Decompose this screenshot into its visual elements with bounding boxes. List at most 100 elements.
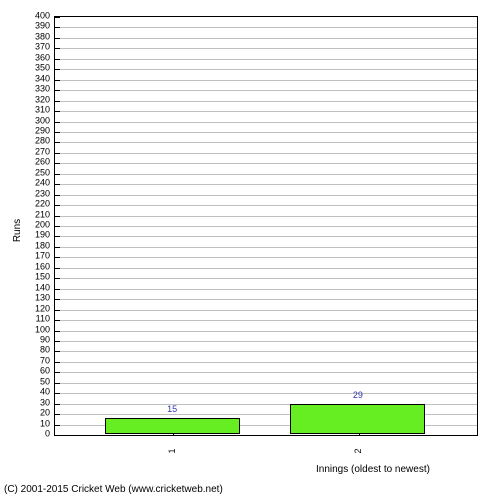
y-tick: [55, 236, 60, 237]
grid-line: [55, 205, 477, 206]
grid-line: [55, 299, 477, 300]
y-tick: [55, 299, 60, 300]
y-tick-label: 10: [0, 419, 50, 428]
grid-line: [55, 111, 477, 112]
y-tick: [55, 27, 60, 28]
grid-line: [55, 383, 477, 384]
y-tick: [55, 184, 60, 185]
y-tick: [55, 38, 60, 39]
grid-line: [55, 122, 477, 123]
y-tick-label: 360: [0, 53, 50, 62]
y-tick: [55, 205, 60, 206]
grid-line: [55, 90, 477, 91]
y-tick-label: 270: [0, 147, 50, 156]
y-tick-label: 40: [0, 388, 50, 397]
y-tick: [55, 111, 60, 112]
y-tick: [55, 404, 60, 405]
bar: [105, 418, 240, 434]
y-tick: [55, 195, 60, 196]
grid-line: [55, 69, 477, 70]
y-tick: [55, 383, 60, 384]
y-tick: [55, 216, 60, 217]
y-tick-label: 30: [0, 398, 50, 407]
y-tick: [55, 268, 60, 269]
y-tick-label: 290: [0, 126, 50, 135]
y-tick-label: 250: [0, 168, 50, 177]
grid-line: [55, 289, 477, 290]
y-tick: [55, 247, 60, 248]
y-tick-label: 210: [0, 210, 50, 219]
copyright-text: (C) 2001-2015 Cricket Web (www.cricketwe…: [4, 484, 223, 495]
grid-line: [55, 142, 477, 143]
plot-area: [54, 16, 478, 436]
y-tick-label: 260: [0, 158, 50, 167]
y-tick: [55, 331, 60, 332]
grid-line: [55, 163, 477, 164]
grid-line: [55, 268, 477, 269]
y-tick: [55, 80, 60, 81]
y-tick: [55, 174, 60, 175]
y-tick: [55, 351, 60, 352]
grid-line: [55, 27, 477, 28]
y-tick-label: 330: [0, 85, 50, 94]
y-tick: [55, 289, 60, 290]
y-tick: [55, 414, 60, 415]
y-tick-label: 70: [0, 356, 50, 365]
bar-value-label: 15: [167, 404, 177, 414]
grid-line: [55, 132, 477, 133]
y-tick: [55, 59, 60, 60]
y-tick: [55, 153, 60, 154]
y-tick: [55, 278, 60, 279]
grid-line: [55, 101, 477, 102]
grid-line: [55, 195, 477, 196]
y-tick-label: 400: [0, 12, 50, 21]
y-tick: [55, 257, 60, 258]
y-tick-label: 320: [0, 95, 50, 104]
y-tick-label: 20: [0, 409, 50, 418]
y-tick: [55, 320, 60, 321]
y-tick: [55, 362, 60, 363]
y-tick-label: 100: [0, 325, 50, 334]
grid-line: [55, 341, 477, 342]
y-tick-label: 140: [0, 283, 50, 292]
grid-line: [55, 393, 477, 394]
y-tick-label: 370: [0, 43, 50, 52]
y-tick: [55, 226, 60, 227]
grid-line: [55, 257, 477, 258]
grid-line: [55, 216, 477, 217]
y-tick-label: 0: [0, 430, 50, 439]
grid-line: [55, 362, 477, 363]
bar-value-label: 29: [353, 390, 363, 400]
y-tick: [55, 372, 60, 373]
y-tick-label: 220: [0, 200, 50, 209]
y-tick: [55, 90, 60, 91]
grid-line: [55, 236, 477, 237]
grid-line: [55, 331, 477, 332]
y-tick: [55, 310, 60, 311]
grid-line: [55, 80, 477, 81]
grid-line: [55, 59, 477, 60]
y-tick-label: 350: [0, 64, 50, 73]
y-tick-label: 240: [0, 179, 50, 188]
grid-line: [55, 38, 477, 39]
y-tick: [55, 101, 60, 102]
y-tick: [55, 122, 60, 123]
grid-line: [55, 48, 477, 49]
y-tick-label: 110: [0, 315, 50, 324]
y-tick-label: 300: [0, 116, 50, 125]
y-tick-label: 60: [0, 367, 50, 376]
y-tick-label: 310: [0, 106, 50, 115]
y-tick-label: 180: [0, 241, 50, 250]
y-tick-label: 80: [0, 346, 50, 355]
x-axis-title: Innings (oldest to newest): [316, 464, 430, 475]
grid-line: [55, 153, 477, 154]
y-tick-label: 50: [0, 377, 50, 386]
y-tick: [55, 393, 60, 394]
grid-line: [55, 278, 477, 279]
y-tick-label: 230: [0, 189, 50, 198]
grid-line: [55, 310, 477, 311]
y-tick-label: 190: [0, 231, 50, 240]
x-tick-label: 2: [353, 441, 363, 461]
grid-line: [55, 351, 477, 352]
y-tick-label: 160: [0, 262, 50, 271]
